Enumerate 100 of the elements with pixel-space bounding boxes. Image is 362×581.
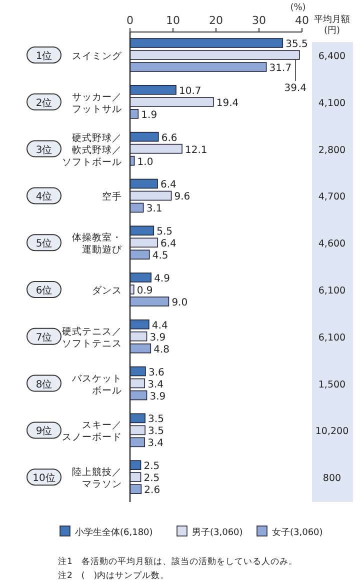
text: 1位 (36, 50, 52, 62)
bar (130, 144, 182, 154)
bar (130, 38, 284, 48)
y-tick-label: ダンス (92, 284, 122, 296)
text: 4,600 (318, 238, 346, 250)
data-label: 6.4 (160, 180, 176, 191)
bar (130, 413, 146, 424)
bar (130, 109, 139, 119)
y-tick-label: 体操教室・運動遊び (72, 232, 123, 256)
data-label: 3.6 (148, 367, 164, 378)
y-tick-label: 空手 (102, 190, 122, 203)
legend-label: 小学生全体(6,180) (75, 527, 153, 538)
text: 4位 (36, 190, 52, 203)
data-label: 4.5 (152, 250, 168, 262)
text: 10,200 (315, 426, 349, 438)
data-label: 3.5 (148, 426, 164, 438)
data-label: 3.4 (148, 379, 164, 390)
bar (130, 62, 267, 72)
text: 2位 (36, 96, 52, 109)
x-tick-label: 20 (209, 14, 223, 27)
data-label: 12.1 (185, 144, 208, 156)
bar (130, 272, 152, 282)
y-tick-label: 硬式野球／軟式野球／ソフトボール (62, 132, 122, 168)
bar (130, 50, 300, 60)
bar (130, 238, 158, 248)
data-label: 3.9 (150, 391, 166, 402)
data-label: 4.4 (152, 320, 168, 332)
text: 9位 (36, 425, 52, 438)
bar (130, 97, 214, 107)
text: 注1 各活動の平均月額は、該当の活動をしている人のみ。 (58, 556, 298, 567)
x-tick-label: 10 (166, 14, 180, 27)
x-tick-label: 30 (252, 14, 266, 27)
bar (130, 437, 146, 448)
y-tick-label: 硬式テニス／ソフトテニス (62, 325, 122, 350)
data-label: 2.5 (144, 473, 160, 484)
data-label: 3.4 (148, 438, 164, 450)
bar (130, 226, 154, 236)
data-label: 4.8 (154, 344, 170, 356)
data-label: 6.4 (160, 238, 176, 250)
text: 800 (322, 473, 342, 484)
data-label: 39.4 (284, 83, 307, 94)
bar (130, 296, 170, 306)
text: 注2 ( )内はサンプル数。 (58, 570, 170, 581)
bar (130, 85, 176, 95)
bar (130, 425, 146, 436)
data-label: 1.9 (141, 110, 158, 121)
bar (130, 484, 142, 494)
data-label: 1.0 (137, 156, 154, 168)
bar (130, 460, 142, 470)
data-label: 10.7 (179, 86, 202, 97)
data-label: 3.1 (146, 204, 162, 215)
text: 7位 (36, 331, 52, 344)
text: 8位 (36, 378, 52, 390)
data-label: 9.0 (172, 298, 188, 308)
x-tick-label: 40 (295, 14, 309, 27)
text: 4,100 (318, 98, 346, 109)
text: 5位 (36, 238, 52, 250)
data-label: 31.7 (269, 63, 292, 74)
data-label: 5.5 (156, 226, 173, 238)
bar (130, 344, 152, 354)
y-tick-label: スキー／スノーボード (62, 420, 122, 444)
text: 6,400 (318, 51, 346, 62)
y-tick-label: バスケットボール (71, 373, 122, 396)
legend-label: 女子(3,060) (272, 527, 323, 538)
data-label: 6.6 (161, 132, 178, 144)
bar (130, 190, 172, 201)
bar (130, 178, 158, 189)
data-label: 35.5 (286, 39, 308, 50)
data-label: 3.9 (150, 332, 166, 344)
data-label: 3.5 (148, 414, 164, 426)
text: 6位 (36, 284, 52, 296)
legend-label: 男子(3,060) (192, 527, 243, 538)
bar (130, 250, 150, 260)
text: 3位 (36, 144, 52, 156)
x-axis-title: (%) (290, 3, 306, 13)
data-label: 9.6 (174, 192, 190, 203)
bar (130, 366, 146, 376)
data-label: 2.6 (144, 485, 160, 496)
bar (130, 202, 144, 213)
text: 6,100 (318, 286, 346, 296)
text: 4,700 (318, 192, 346, 203)
text: 平均月額(円) (314, 14, 350, 36)
y-tick-label: サッカー／フットサル (72, 92, 122, 115)
x-tick-label: 0 (126, 14, 134, 27)
text: 6,100 (318, 332, 346, 344)
data-label: 19.4 (216, 98, 239, 109)
y-tick-label: 陸上競技／マラソン (72, 466, 122, 490)
bar (130, 332, 148, 342)
bar (130, 132, 159, 142)
bar (130, 390, 148, 400)
data-label: 2.5 (144, 461, 160, 472)
bar (130, 320, 150, 330)
text: 1,500 (318, 379, 346, 390)
text: 2,800 (318, 144, 346, 156)
text: 10位 (32, 472, 56, 484)
bar (130, 472, 142, 482)
data-label: 0.9 (136, 286, 153, 296)
y-tick-label: スイミング (72, 51, 123, 62)
data-label: 4.9 (154, 274, 170, 284)
bar (130, 378, 146, 388)
